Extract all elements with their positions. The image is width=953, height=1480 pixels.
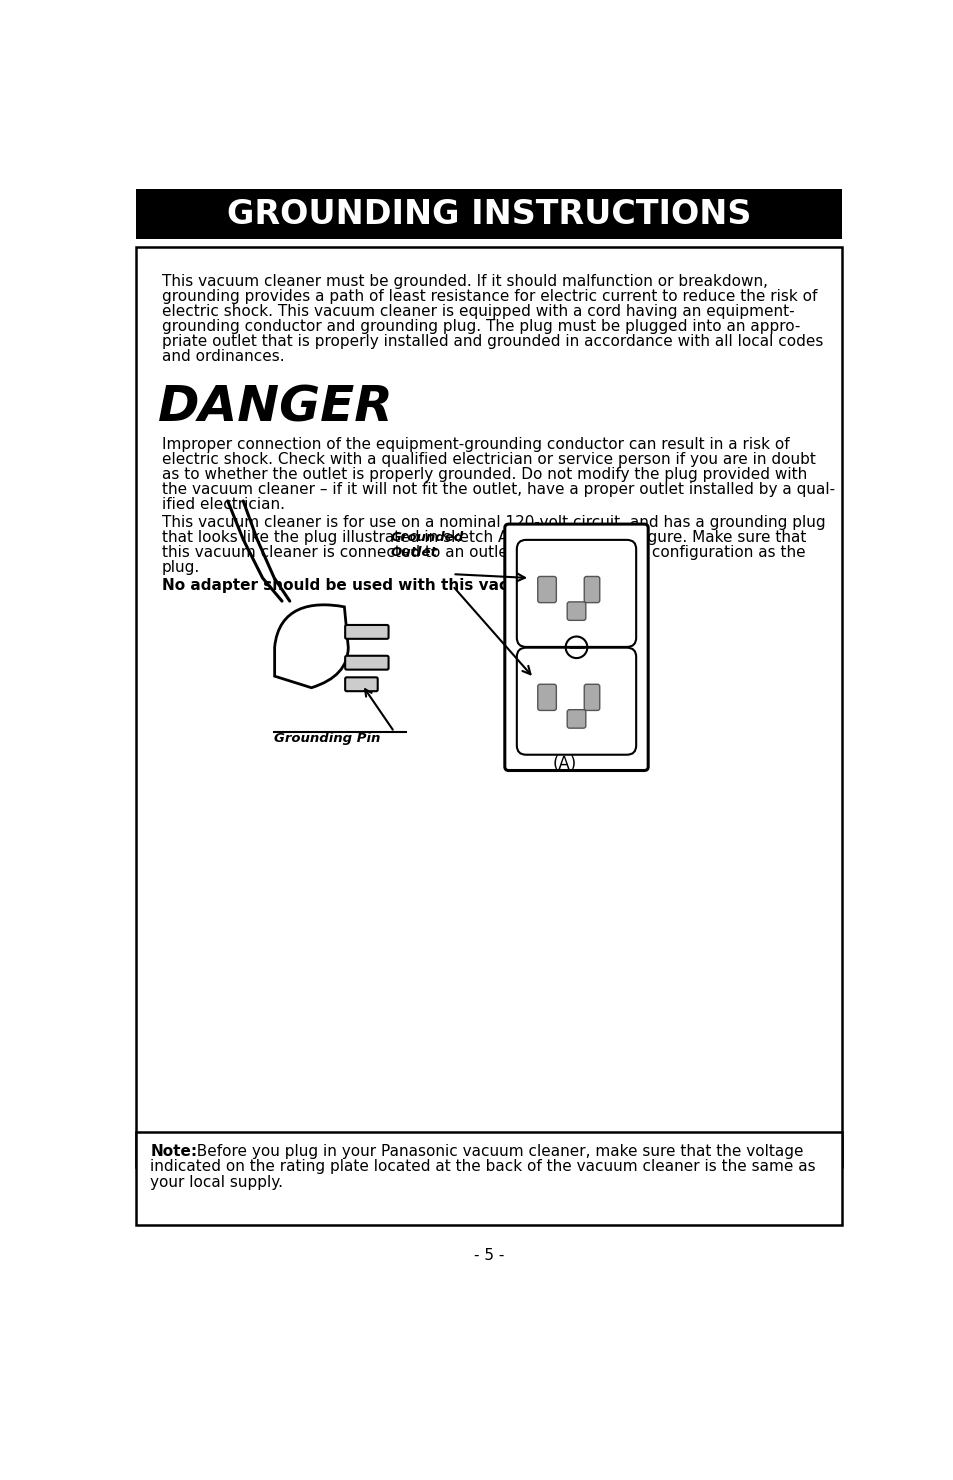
FancyBboxPatch shape [504, 524, 647, 771]
Text: ified electrician.: ified electrician. [162, 497, 285, 512]
FancyBboxPatch shape [537, 684, 556, 710]
FancyBboxPatch shape [583, 576, 599, 602]
Text: Improper connection of the equipment-grounding conductor can result in a risk of: Improper connection of the equipment-gro… [162, 437, 789, 451]
FancyBboxPatch shape [583, 684, 599, 710]
Text: grounding provides a path of least resistance for electric current to reduce the: grounding provides a path of least resis… [162, 289, 817, 303]
Text: This vacuum cleaner is for use on a nominal 120-volt circuit, and has a groundin: This vacuum cleaner is for use on a nomi… [162, 515, 824, 530]
Text: Note:: Note: [150, 1144, 197, 1159]
FancyBboxPatch shape [345, 625, 388, 639]
Text: Grounded
Outlet: Grounded Outlet [390, 531, 463, 559]
Text: indicated on the rating plate located at the back of the vacuum cleaner is the s: indicated on the rating plate located at… [150, 1159, 815, 1174]
FancyBboxPatch shape [517, 540, 636, 647]
Text: your local supply.: your local supply. [150, 1175, 283, 1190]
FancyArrowPatch shape [455, 573, 524, 582]
Text: plug.: plug. [162, 561, 200, 576]
FancyArrowPatch shape [454, 588, 530, 675]
FancyBboxPatch shape [345, 678, 377, 691]
Text: that looks like the plug illustrated in sketch A in the following Figure. Make s: that looks like the plug illustrated in … [162, 530, 805, 545]
FancyBboxPatch shape [345, 656, 388, 669]
Bar [136, 247, 841, 1168]
Text: DANGER: DANGER [158, 383, 394, 431]
Text: and ordinances.: and ordinances. [162, 349, 284, 364]
Text: No adapter should be used with this vacuum cleaner.: No adapter should be used with this vacu… [162, 579, 618, 593]
Text: electric shock. This vacuum cleaner is equipped with a cord having an equipment-: electric shock. This vacuum cleaner is e… [162, 303, 794, 318]
Text: the vacuum cleaner – if it will not fit the outlet, have a proper outlet install: the vacuum cleaner – if it will not fit … [162, 482, 834, 497]
Text: priate outlet that is properly installed and grounded in accordance with all loc: priate outlet that is properly installed… [162, 334, 822, 349]
Text: grounding conductor and grounding plug. The plug must be plugged into an appro-: grounding conductor and grounding plug. … [162, 318, 800, 334]
FancyBboxPatch shape [567, 710, 585, 728]
FancyArrowPatch shape [365, 690, 393, 730]
FancyBboxPatch shape [537, 576, 556, 602]
FancyBboxPatch shape [517, 648, 636, 755]
Text: GROUNDING INSTRUCTIONS: GROUNDING INSTRUCTIONS [227, 198, 750, 231]
PathPatch shape [274, 605, 348, 688]
Bar [136, 1132, 841, 1225]
Text: as to whether the outlet is properly grounded. Do not modify the plug provided w: as to whether the outlet is properly gro… [162, 468, 806, 482]
Text: Before you plug in your Panasonic vacuum cleaner, make sure that the voltage: Before you plug in your Panasonic vacuum… [187, 1144, 803, 1159]
Text: (A): (A) [552, 755, 577, 773]
Text: This vacuum cleaner must be grounded. If it should malfunction or breakdown,: This vacuum cleaner must be grounded. If… [162, 274, 767, 289]
FancyBboxPatch shape [567, 602, 585, 620]
Text: Grounding Pin: Grounding Pin [274, 733, 380, 744]
Text: electric shock. Check with a qualified electrician or service person if you are : electric shock. Check with a qualified e… [162, 451, 815, 468]
Bar [136, 189, 841, 240]
Text: this vacuum cleaner is connected to an outlet having the same configuration as t: this vacuum cleaner is connected to an o… [162, 545, 804, 561]
Text: - 5 -: - 5 - [474, 1248, 503, 1262]
